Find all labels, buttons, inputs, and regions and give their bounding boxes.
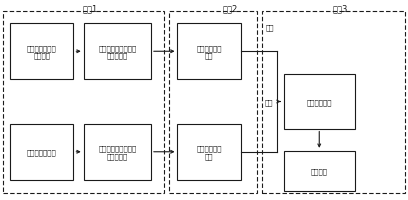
Bar	[84, 124, 151, 180]
Bar	[10, 24, 73, 80]
Text: 希尔伯特曲线
变换: 希尔伯特曲线 变换	[196, 45, 222, 59]
Text: 训练: 训练	[266, 25, 275, 31]
Text: 希尔伯特曲线
变换: 希尔伯特曲线 变换	[196, 145, 222, 159]
Text: 未知待识别能谱: 未知待识别能谱	[27, 149, 57, 155]
Bar	[177, 24, 241, 80]
Bar	[284, 151, 355, 191]
Text: 采取实验数据和
模拟图谱: 采取实验数据和 模拟图谱	[27, 45, 57, 59]
Text: 步骤1: 步骤1	[82, 5, 98, 13]
Bar	[10, 124, 73, 180]
Bar	[84, 24, 151, 80]
Bar	[284, 75, 355, 129]
Text: 步骤2: 步骤2	[223, 5, 238, 13]
Text: 深度学习算法: 深度学习算法	[306, 99, 332, 105]
Text: 相道滤波、去本底、
归一化处理: 相道滤波、去本底、 归一化处理	[98, 45, 136, 59]
Bar	[262, 12, 405, 193]
Bar	[177, 124, 241, 180]
Text: 输出结果: 输出结果	[311, 168, 328, 174]
Bar	[3, 12, 164, 193]
Text: 输入: 输入	[264, 99, 273, 105]
Bar	[169, 12, 257, 193]
Text: 步骤3: 步骤3	[333, 5, 348, 13]
Text: 相道滤波、去本底、
归一化处理: 相道滤波、去本底、 归一化处理	[98, 145, 136, 159]
